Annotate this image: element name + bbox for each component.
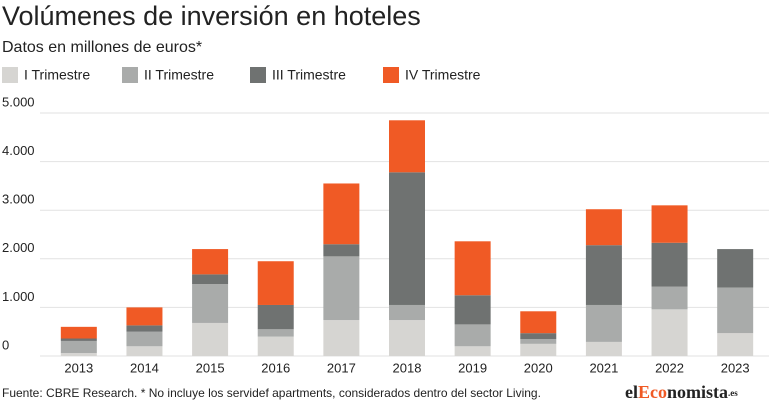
y-tick-label: 2.000: [2, 240, 35, 255]
bar-segment: [717, 249, 754, 288]
bar-segment: [717, 287, 754, 334]
bar-segment: [60, 338, 97, 341]
bar-segment: [323, 256, 360, 321]
bar-segment: [717, 333, 754, 356]
bar-segment: [520, 343, 557, 356]
bar-segment: [257, 329, 294, 337]
bar-segment: [323, 320, 360, 356]
bar-segment: [257, 336, 294, 356]
bar-segment: [389, 120, 425, 173]
bar-segment: [126, 346, 163, 356]
logo-part: el: [625, 382, 638, 402]
bar-segment: [651, 205, 688, 243]
x-tick-label: 2020: [524, 360, 553, 375]
bar-segment: [60, 340, 97, 354]
bar-segment: [651, 242, 688, 287]
bar-segment: [257, 304, 294, 330]
bar-segment: [389, 320, 425, 356]
x-tick-label: 2015: [196, 360, 225, 375]
bar-segment: [651, 286, 688, 310]
bar-segment: [454, 295, 491, 325]
bar-segment: [651, 309, 688, 356]
legend-swatch: [383, 67, 399, 83]
bar-segment: [323, 244, 360, 257]
y-tick-label: 1.000: [2, 289, 35, 304]
x-tick-label: 2016: [261, 360, 290, 375]
legend-swatch: [2, 67, 18, 83]
y-tick-label: 0: [2, 337, 9, 352]
bar-segment: [60, 326, 97, 339]
bar-segment: [389, 304, 425, 321]
x-tick-label: 2022: [655, 360, 684, 375]
x-tick-label: 2018: [393, 360, 422, 375]
bar-segment: [454, 324, 491, 347]
source: Fuente: CBRE Research. * No incluye los …: [2, 386, 541, 400]
logo-part: Eco: [638, 382, 667, 402]
bar-segment: [585, 209, 622, 246]
bar-segment: [126, 331, 163, 347]
bar-segment: [126, 307, 163, 326]
bar-segment: [192, 274, 229, 285]
y-tick-label: 5.000: [2, 94, 35, 109]
x-tick-label: 2023: [721, 360, 750, 375]
legend-label: IV Trimestre: [405, 67, 481, 83]
logo-part: nomista: [667, 382, 728, 402]
bar-segment: [192, 249, 229, 275]
bar-segment: [585, 304, 622, 342]
y-tick-label: 4.000: [2, 143, 35, 158]
bar-segment: [192, 284, 229, 323]
bar-segment: [585, 245, 622, 305]
bar-segment: [520, 333, 557, 339]
x-tick-label: 2017: [327, 360, 356, 375]
legend-swatch: [122, 67, 138, 83]
legend-label: III Trimestre: [272, 67, 346, 83]
logo: elEconomista.es: [625, 382, 738, 402]
bar-segment: [60, 353, 97, 356]
legend-label: I Trimestre: [24, 67, 90, 83]
bar-segment: [126, 325, 163, 332]
bar-segment: [520, 311, 557, 334]
legend-label: II Trimestre: [144, 67, 214, 83]
bar-segment: [454, 346, 491, 356]
bar-segment: [585, 341, 622, 356]
x-tick-label: 2019: [458, 360, 487, 375]
x-tick-label: 2014: [130, 360, 159, 375]
x-tick-label: 2021: [589, 360, 618, 375]
bar-segment: [257, 261, 294, 305]
chart-title: Volúmenes de inversión en hoteles: [2, 1, 421, 31]
bar-segment: [323, 183, 360, 245]
bar-segment: [454, 241, 491, 296]
bar-segment: [520, 338, 557, 344]
y-tick-label: 3.000: [2, 192, 35, 207]
chart-subtitle: Datos en millones de euros*: [2, 39, 202, 56]
bar-segment: [389, 172, 425, 305]
bar-segment: [192, 322, 229, 356]
x-tick-label: 2013: [64, 360, 93, 375]
logo-part: .es: [728, 388, 738, 398]
legend-swatch: [250, 67, 266, 83]
